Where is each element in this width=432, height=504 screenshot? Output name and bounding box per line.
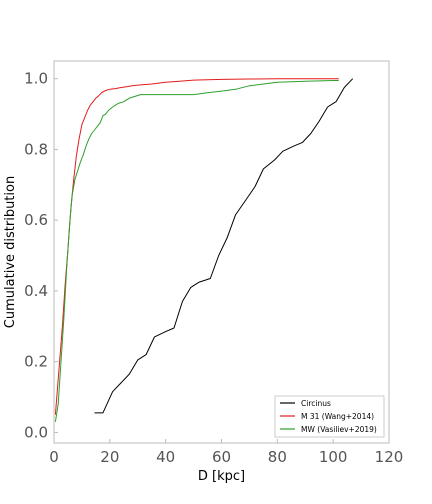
x-axis-title: D [kpc]	[198, 469, 245, 484]
legend-label: MW (Vasiliev+2019)	[301, 425, 377, 434]
y-axis-title: Cumulative distribution	[3, 176, 18, 328]
y-tick-label: 0.4	[24, 282, 48, 300]
x-tick-label: 80	[268, 448, 287, 466]
x-tick-label: 0	[49, 448, 59, 466]
y-tick-label: 0.8	[24, 140, 48, 158]
series-line-0	[94, 78, 354, 414]
legend: Circinus M 31 (Wang+2014) MW (Vasiliev+201…	[274, 395, 385, 438]
y-tick-label: 0.6	[24, 211, 48, 229]
x-tick-label: 120	[375, 448, 404, 466]
x-tick-label: 20	[100, 448, 119, 466]
series-line-2	[54, 80, 339, 422]
x-tick-label: 60	[212, 448, 231, 466]
x-tick-label: 40	[156, 448, 175, 466]
y-tick-label: 0.0	[24, 423, 48, 441]
plot-area	[53, 60, 390, 444]
axis-ticks: 0 20 40 60 80 100 120 0.0 0.2 0.4 0.6 0.8 1.0	[24, 70, 403, 466]
legend-label: M 31 (Wang+2014)	[301, 412, 374, 421]
x-tick-label: 100	[319, 448, 348, 466]
y-tick-label: 1.0	[24, 70, 48, 88]
legend-label: Circinus	[301, 399, 331, 408]
series-layer	[54, 78, 354, 422]
y-tick-label: 0.2	[24, 353, 48, 371]
